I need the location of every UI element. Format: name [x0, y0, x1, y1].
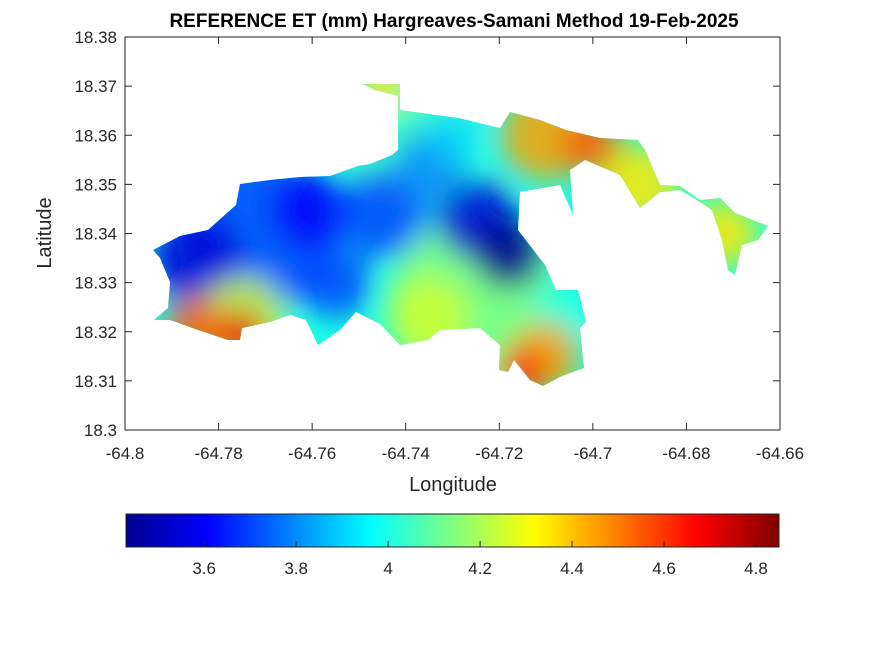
- field-sample: [427, 110, 478, 161]
- chart-title: REFERENCE ET (mm) Hargreaves-Samani Meth…: [169, 11, 739, 32]
- x-tick-label: -64.72: [475, 444, 523, 463]
- colorbar-tick-label: 3.6: [192, 559, 216, 578]
- y-axis: 18.3 18.31 18.32 18.33 18.34 18.35 18.36 18.37 1…: [74, 28, 780, 440]
- y-tick-label: 18.33: [74, 274, 117, 293]
- x-axis: -64.8 -64.78 -64.76 -64.74 -64.72 -64.7 -64.68…: [106, 37, 804, 463]
- field-sample: [337, 168, 428, 259]
- colorbar-tick-label: 4.8: [744, 559, 768, 578]
- y-tick-label: 18.3: [84, 421, 117, 440]
- y-tick-label: 18.31: [74, 372, 117, 391]
- y-tick-label: 18.32: [74, 323, 117, 342]
- y-tick-label: 18.34: [74, 225, 117, 244]
- x-tick-label: -64.74: [382, 444, 430, 463]
- x-tick-label: -64.68: [662, 444, 710, 463]
- y-tick-label: 18.37: [74, 77, 117, 96]
- colorbar-tick-label: 4.4: [560, 559, 584, 578]
- x-tick-label: -64.7: [573, 444, 612, 463]
- colorbar-tick-label: 4: [383, 559, 392, 578]
- x-tick-label: -64.66: [756, 444, 804, 463]
- y-tick-label: 18.36: [74, 126, 117, 145]
- field-sample: [300, 247, 371, 318]
- x-tick-label: -64.76: [288, 444, 336, 463]
- colorbar-tick-label: 4.2: [468, 559, 492, 578]
- x-axis-label: Longitude: [409, 474, 497, 496]
- colorbar-tick-label: 4.6: [652, 559, 676, 578]
- y-axis-label: Latitude: [34, 197, 56, 268]
- colorbar-ticks: 3.6 3.8 4 4.2 4.4 4.6 4.8: [192, 541, 768, 578]
- colorbar-tick-label: 3.8: [284, 559, 308, 578]
- field-sample: [272, 168, 353, 249]
- y-tick-label: 18.38: [74, 28, 117, 47]
- colorbar: [125, 513, 780, 548]
- x-tick-label: -64.8: [106, 444, 145, 463]
- x-tick-label: -64.78: [194, 444, 242, 463]
- y-tick-label: 18.35: [74, 175, 117, 194]
